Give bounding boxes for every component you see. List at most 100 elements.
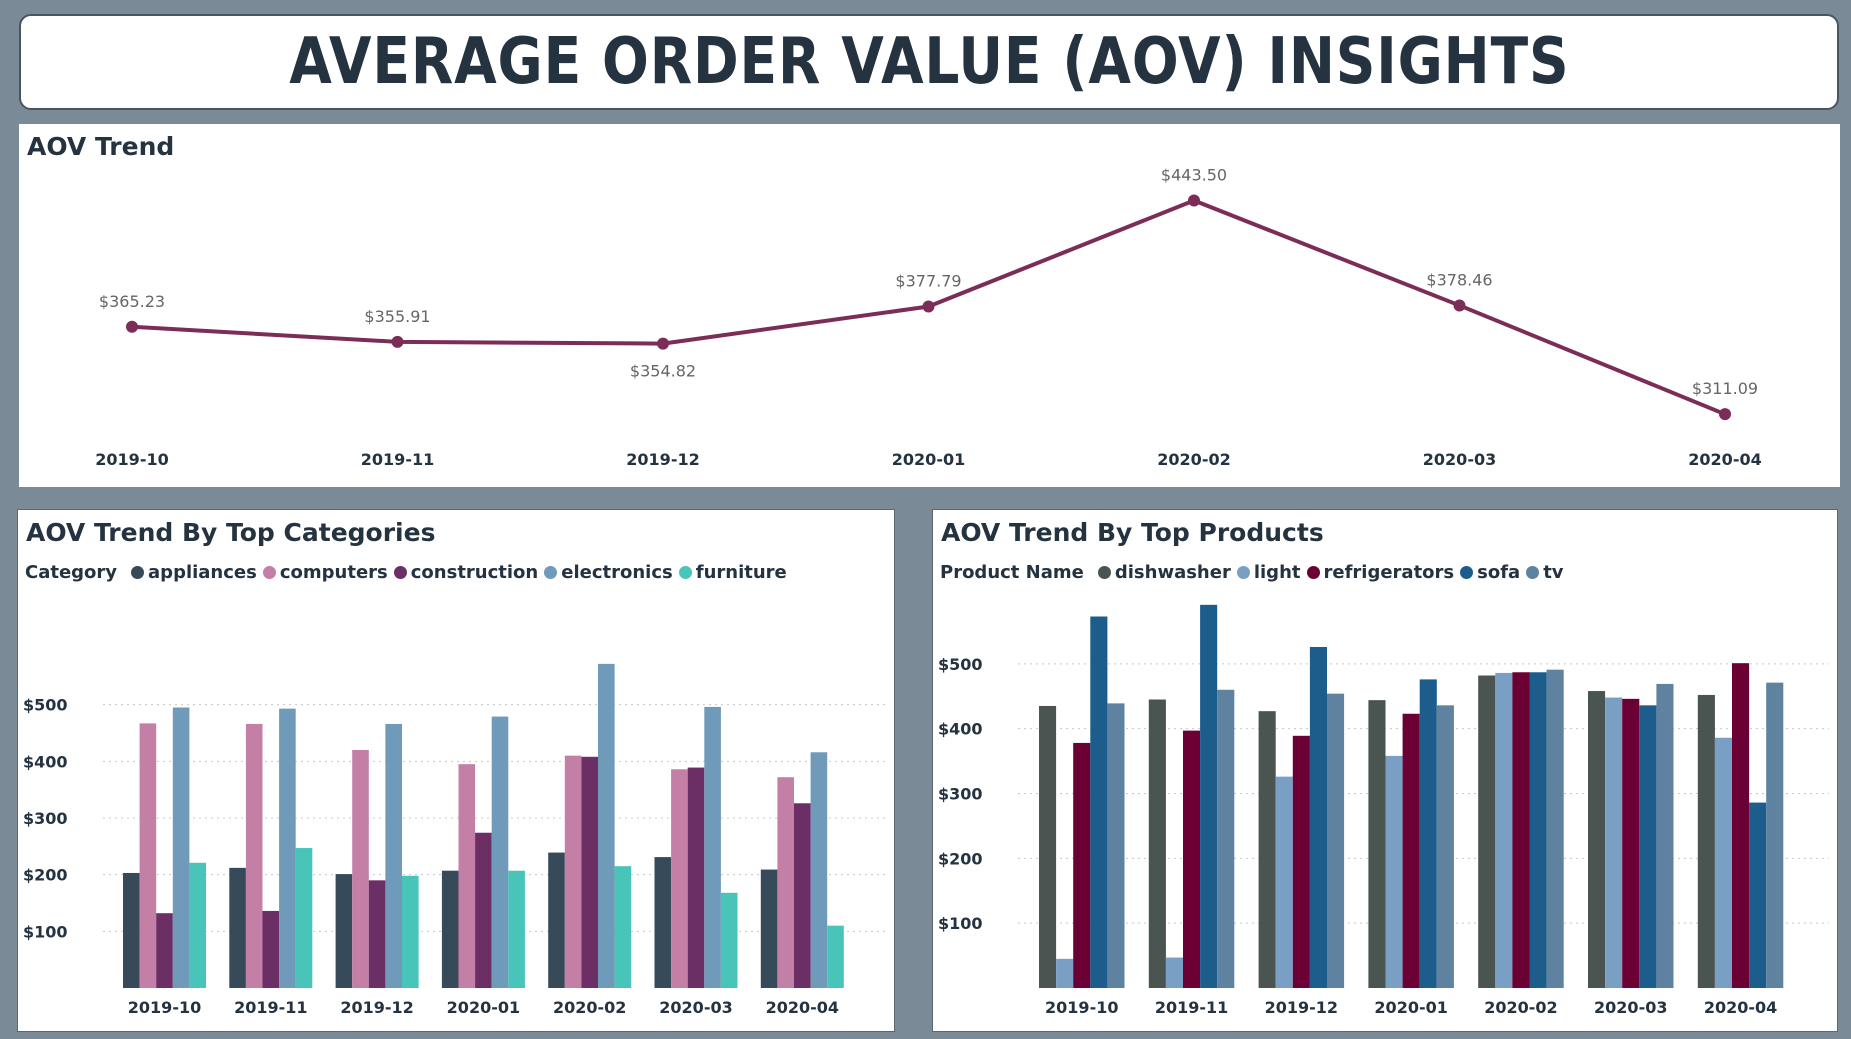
x-tick-label-2019-12: 2019-12 [626,450,699,469]
aov-data-label-2020-02: $443.50 [1161,165,1227,184]
products-bar-light-2019-12 [1275,776,1293,988]
categories-legend-label-computers: computers [279,562,388,583]
products-legend-item-sofa[interactable]: sofa [1460,562,1520,583]
products-bar-sofa-2019-10 [1090,616,1108,988]
categories-bar-electronics-2020-01 [491,716,509,988]
categories-legend-dot-appliances [131,566,145,579]
categories-bar-computers-2020-02 [564,755,582,988]
products-bar-refrigerators-2019-11 [1183,730,1201,988]
categories-bar-furniture-2019-10 [189,862,206,988]
products-bar-refrigerators-2020-04 [1732,663,1750,988]
categories-bar-computers-2019-10 [139,723,157,988]
products-bar-dishwasher-2020-02 [1478,675,1496,988]
products-bar-tv-2020-03 [1656,683,1674,988]
categories-legend-label-furniture: furniture [695,562,787,583]
products-bar-sofa-2020-01 [1419,679,1437,988]
aov-data-label-2020-04: $311.09 [1692,379,1758,398]
products-legend-item-refrigerators[interactable]: refrigerators [1306,562,1454,583]
categories-legend-label-electronics: electronics [561,562,673,583]
products-y-tick-100: $100 [938,914,983,933]
categories-bar-electronics-2020-04 [810,752,828,988]
products-bar-sofa-2020-03 [1639,705,1657,988]
products-legend-dot-dishwasher [1097,566,1111,579]
categories-legend-item-furniture[interactable]: furniture [678,562,787,583]
x-tick-label-2020-02: 2020-02 [1157,450,1230,469]
products-legend-dot-sofa [1460,566,1474,579]
categories-legend-dot-construction [393,566,407,579]
products-legend-dot-light [1236,566,1250,579]
categories-x-tick-2019-11: 2019-11 [234,998,307,1017]
products-legend-label-sofa: sofa [1477,562,1521,583]
products-legend-item-tv[interactable]: tv [1526,562,1564,583]
aov-point-2019-10 [126,320,138,333]
categories-x-tick-2019-10: 2019-10 [128,998,201,1017]
categories-bar-electronics-2020-02 [598,663,615,988]
categories-bar-chart: $100 $200 $300 $400 $500 2019-10 2019-11 2019-1… [23,663,886,1017]
products-bar-sofa-2020-04 [1749,802,1767,988]
categories-legend-label-appliances: appliances [148,562,257,583]
categories-y-tick-200: $200 [23,866,68,885]
categories-chart-title: AOV Trend By Top Categories [26,518,436,547]
products-bar-refrigerators-2019-10 [1073,742,1091,988]
products-bar-tv-2019-12 [1327,693,1345,988]
products-bar-sofa-2020-02 [1529,672,1547,988]
products-y-tick-300: $300 [938,785,983,804]
products-legend-label-tv: tv [1543,562,1564,583]
x-tick-label-2020-03: 2020-03 [1423,450,1496,469]
products-bar-sofa-2019-11 [1200,604,1218,988]
categories-x-tick-2020-01: 2020-01 [447,998,520,1017]
products-bar-dishwasher-2020-01 [1368,700,1386,988]
products-y-tick-200: $200 [938,849,983,868]
categories-bar-computers-2019-11 [245,723,263,988]
categories-bar-appliances-2019-12 [335,874,353,988]
categories-legend-label-construction: construction [410,562,539,583]
products-legend-item-light[interactable]: light [1236,562,1301,583]
products-y-tick-500: $500 [938,655,983,674]
products-bar-tv-2020-02 [1546,669,1564,988]
products-legend-dot-refrigerators [1306,566,1320,579]
products-legend-label-light: light [1253,562,1301,583]
categories-bar-appliances-2019-11 [229,867,246,988]
categories-bar-construction-2020-01 [475,832,492,988]
categories-bar-computers-2020-01 [458,764,476,988]
products-x-tick-2019-12: 2019-12 [1265,998,1338,1017]
products-legend-label-dishwasher: dishwasher [1114,562,1231,583]
categories-legend-item-computers[interactable]: computers [262,562,388,583]
categories-bar-furniture-2019-11 [295,848,313,988]
products-bar-light-2020-01 [1385,755,1403,988]
aov-data-label-2019-11: $355.91 [364,307,430,326]
products-bar-dishwasher-2019-12 [1258,711,1276,988]
categories-x-tick-2020-04: 2020-04 [766,998,839,1017]
products-bar-refrigerators-2019-12 [1292,735,1310,988]
categories-bar-construction-2019-12 [368,880,386,988]
products-bar-dishwasher-2019-11 [1148,699,1166,988]
categories-bar-furniture-2020-03 [720,892,738,988]
categories-bar-construction-2020-03 [687,767,705,988]
categories-x-tick-2020-02: 2020-02 [553,998,626,1017]
products-card: AOV Trend By Top Products Product Name d… [932,509,1838,1032]
categories-x-tick-2020-03: 2020-03 [659,998,732,1017]
categories-bar-electronics-2019-11 [279,708,296,988]
categories-bar-furniture-2019-12 [402,875,419,988]
products-legend-dot-tv [1526,566,1540,579]
categories-legend-item-appliances[interactable]: appliances [131,562,257,583]
products-x-tick-2020-03: 2020-03 [1594,998,1667,1017]
products-bar-tv-2019-11 [1217,689,1235,988]
products-legend-item-dishwasher[interactable]: dishwasher [1097,562,1231,583]
aov-trend-chart: $365.23 2019-10 $355.91 2019-11 $354.82 2019-… [95,165,1761,469]
categories-bar-computers-2020-04 [777,777,794,988]
categories-bar-appliances-2020-03 [654,857,672,988]
aov-trend-title: AOV Trend [27,132,175,161]
products-y-tick-400: $400 [938,720,983,739]
categories-bar-computers-2020-03 [671,769,688,988]
categories-bar-electronics-2020-03 [704,706,721,988]
products-bar-dishwasher-2020-04 [1697,694,1715,988]
products-bar-chart: $100 $200 $300 $400 $500 2019-10 2019-11 2019-1… [938,604,1829,1017]
categories-x-tick-2019-12: 2019-12 [340,998,413,1017]
products-bar-sofa-2019-12 [1309,646,1327,988]
categories-legend-item-construction[interactable]: construction [393,562,539,583]
products-x-tick-2020-01: 2020-01 [1374,998,1447,1017]
x-tick-label-2020-01: 2020-01 [892,450,965,469]
categories-bar-construction-2020-02 [581,756,598,988]
categories-legend-item-electronics[interactable]: electronics [544,562,673,583]
